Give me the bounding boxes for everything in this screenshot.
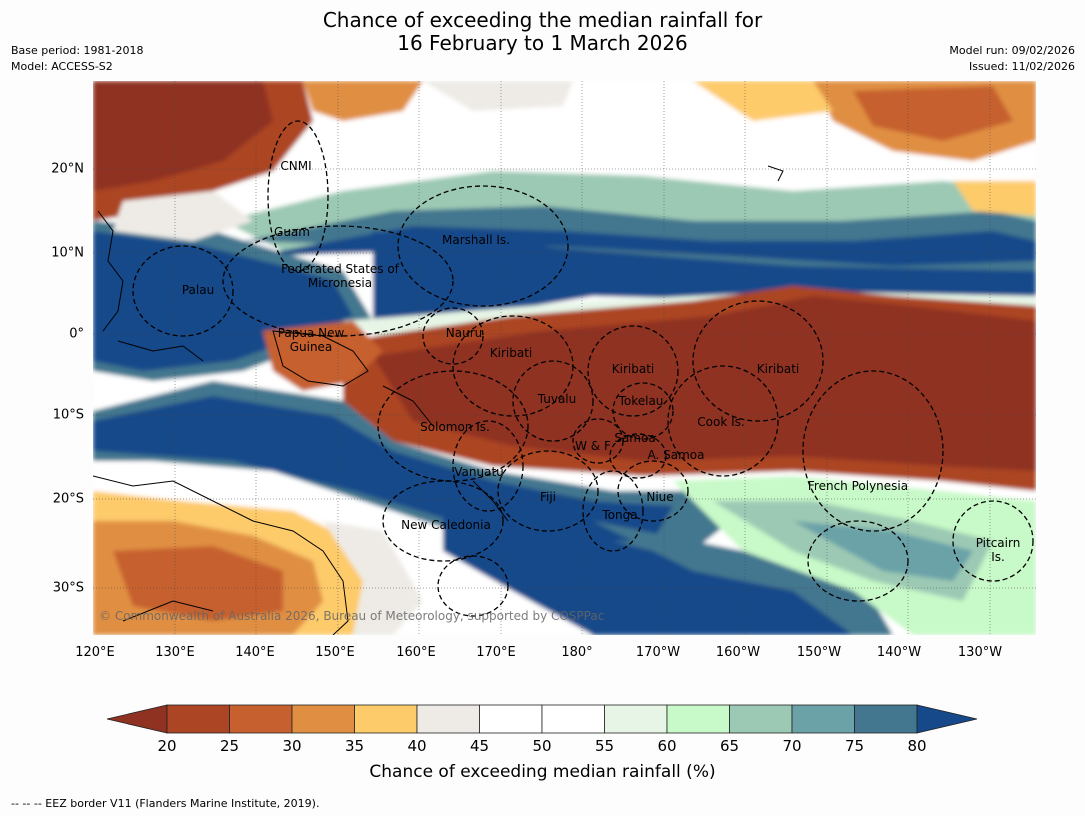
- region-label-kiribati-west: Kiribati: [489, 346, 533, 360]
- region-label-vanuatu: Vanuatu: [454, 465, 504, 479]
- colorbar-tick-label: 30: [282, 737, 302, 755]
- lon-label-150w: 150°W: [796, 645, 842, 660]
- issued-date: Issued: 11/02/2026: [968, 60, 1075, 73]
- copyright-notice: © Commonwealth of Australia 2026, Bureau…: [99, 609, 605, 623]
- colorbar-tick-label: 50: [532, 737, 552, 755]
- colorbar-segment: [729, 704, 793, 734]
- region-label-solomon: Solomon Is.: [420, 420, 490, 434]
- model-name: Model: ACCESS-S2: [11, 60, 113, 73]
- lat-label-10s: 10°S: [52, 407, 84, 423]
- graticule: [93, 81, 1036, 635]
- colorbar-tick-label: 20: [157, 737, 177, 755]
- region-label-tonga: Tonga: [602, 508, 638, 522]
- region-label-guam: Guam: [274, 225, 310, 239]
- lat-label-20n: 20°N: [51, 161, 84, 177]
- colorbar-tick-label: 35: [344, 737, 365, 755]
- region-label-png: Papua New Guinea: [277, 326, 345, 354]
- map-canvas: [93, 81, 1036, 635]
- colorbar-segment: [479, 704, 543, 734]
- colorbar-tick-label: 60: [657, 737, 677, 755]
- lon-label-130w: 130°W: [957, 645, 1003, 660]
- region-label-wf: W & F: [575, 439, 611, 453]
- colorbar-extend-high: [916, 704, 978, 734]
- colorbar-tick-label: 65: [719, 737, 740, 755]
- eez-footnote: -- -- -- EEZ border V11 (Flanders Marine…: [11, 797, 320, 810]
- colorbar-tick-label: 25: [219, 737, 240, 755]
- region-label-tuvalu: Tuvalu: [537, 392, 577, 406]
- region-label-samoa: Samoa: [614, 431, 656, 445]
- colorbar-segment: [604, 704, 668, 734]
- region-label-pitcairn: Pitcairn Is.: [975, 536, 1021, 564]
- lon-label-150e: 150°E: [315, 645, 355, 660]
- colorbar-segment: [291, 704, 355, 734]
- base-period: Base period: 1981-2018: [11, 44, 144, 57]
- colorbar-tick-label: 70: [782, 737, 802, 755]
- lon-label-170e: 170°E: [476, 645, 516, 660]
- colorbar-segment: [166, 704, 230, 734]
- colorbar-tick-label: 45: [469, 737, 490, 755]
- chart-title-line2: 16 February to 1 March 2026: [397, 31, 688, 55]
- region-label-palau: Palau: [181, 283, 215, 297]
- lon-label-170w: 170°W: [635, 645, 681, 660]
- lon-label-140w: 140°W: [876, 645, 922, 660]
- colorbar-title: Chance of exceeding median rainfall (%): [369, 762, 716, 782]
- colorbar-segment: [416, 704, 480, 734]
- colorbar-extend-low: [106, 704, 168, 734]
- region-label-kiribati-east: Kiribati: [756, 362, 800, 376]
- rainfall-map: CNMI Guam Marshall Is. Federated States …: [93, 81, 1036, 635]
- region-label-marshall: Marshall Is.: [442, 233, 510, 247]
- colorbar-tick-label: 40: [407, 737, 427, 755]
- lon-label-180: 180°: [561, 645, 593, 660]
- coastlines: [93, 165, 784, 635]
- region-label-french-polynesia: French Polynesia: [807, 479, 909, 493]
- lat-label-0: 0°: [69, 326, 84, 342]
- colorbar-segment: [854, 704, 918, 734]
- lat-label-10n: 10°N: [51, 245, 84, 261]
- lon-label-160w: 160°W: [715, 645, 761, 660]
- region-label-niue: Niue: [646, 490, 674, 504]
- lat-label-20s: 20°S: [52, 491, 84, 507]
- region-label-cnmi: CNMI: [280, 159, 312, 173]
- region-label-cook: Cook Is.: [697, 415, 745, 429]
- region-label-fiji: Fiji: [539, 490, 557, 504]
- lon-label-130e: 130°E: [155, 645, 195, 660]
- colorbar-segment: [666, 704, 730, 734]
- chart-title-line1: Chance of exceeding the median rainfall …: [322, 8, 763, 32]
- lon-label-120e: 120°E: [75, 645, 115, 660]
- region-label-nauru: Nauru: [445, 326, 483, 340]
- region-label-tokelau: Tokelau: [618, 394, 664, 408]
- colorbar-segment: [229, 704, 293, 734]
- colorbar: [106, 704, 978, 734]
- lon-label-160e: 160°E: [396, 645, 436, 660]
- colorbar-segment: [541, 704, 605, 734]
- region-label-asamoa: A. Samoa: [647, 448, 705, 462]
- lon-label-140e: 140°E: [235, 645, 275, 660]
- region-label-new-caledonia: New Caledonia: [401, 518, 491, 532]
- eez-borders: [132, 120, 1034, 617]
- lat-label-30s: 30°S: [52, 580, 84, 596]
- model-run: Model run: 09/02/2026: [949, 44, 1075, 57]
- colorbar-segment: [791, 704, 855, 734]
- colorbar-tick-label: 55: [594, 737, 615, 755]
- colorbar-tick-label: 80: [907, 737, 927, 755]
- colorbar-segment: [354, 704, 418, 734]
- region-label-micronesia: Federated States of Micronesia: [281, 262, 399, 290]
- colorbar-tick-label: 75: [844, 737, 865, 755]
- region-label-kiribati-central: Kiribati: [611, 362, 655, 376]
